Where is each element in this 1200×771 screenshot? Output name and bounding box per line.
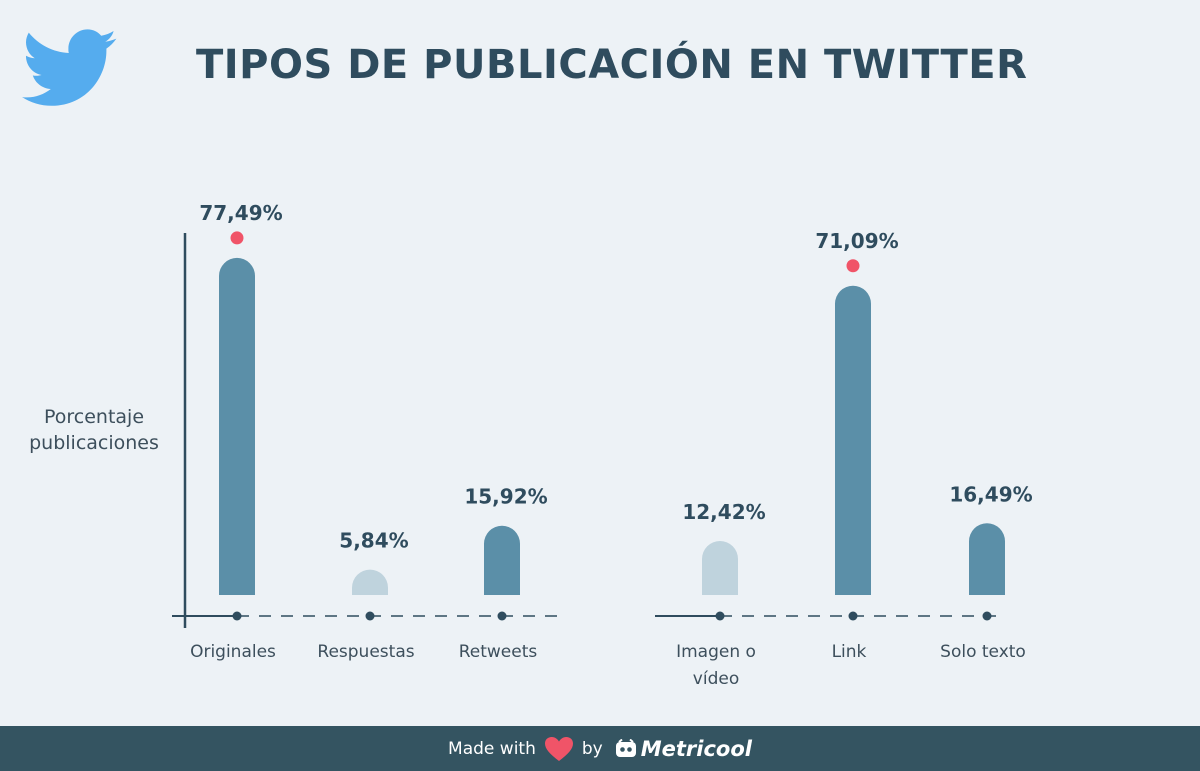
bar-value-label: 5,84% (339, 529, 408, 553)
axis-tick-dot (365, 611, 375, 621)
category-label: Link (832, 642, 867, 662)
made-with-text: Made with (448, 738, 536, 759)
twitter-bird-icon (22, 29, 117, 106)
bar-value-label: 15,92% (464, 485, 547, 509)
bar-value-label: 12,42% (682, 500, 765, 524)
footer-bar: Made with by Metricool (0, 726, 1200, 771)
bar (702, 540, 738, 595)
highlight-dot (230, 231, 244, 245)
y-axis-label-line: publicaciones (29, 432, 159, 454)
category-label: vídeo (693, 669, 739, 689)
bar (352, 569, 388, 595)
axis-tick-dot (497, 611, 507, 621)
axis-tick-dot (848, 611, 858, 621)
y-axis-label-line: Porcentaje (43, 406, 145, 428)
bar-value-label: 16,49% (949, 482, 1032, 506)
category-label: Solo texto (940, 642, 1026, 662)
axis-tick-dot (982, 611, 992, 621)
bar (969, 523, 1005, 595)
bar-value-label: 77,49% (199, 201, 282, 225)
highlight-dot (846, 259, 860, 273)
bar-chart: 77,49% Originales 5,84% Respuestas 15,92% Ret… (172, 201, 1033, 689)
bar (835, 285, 871, 595)
category-label: Originales (190, 642, 276, 662)
bar-value-label: 71,09% (815, 229, 898, 253)
axis-tick-dot (715, 611, 725, 621)
bar (484, 525, 520, 595)
by-text: by (581, 738, 603, 759)
category-label: Respuestas (317, 642, 414, 662)
page-title: TIPOS DE PUBLICACIÓN EN TWITTER (196, 42, 1028, 88)
axis-tick-dot (232, 611, 242, 621)
bar (219, 257, 255, 595)
heart-icon (544, 736, 573, 761)
y-axis-label: Porcentaje publicaciones (14, 404, 174, 456)
category-label: Imagen o (676, 642, 756, 662)
metricool-logo-icon (615, 738, 636, 757)
category-label: Retweets (459, 642, 538, 662)
brand-name: Metricool (640, 736, 752, 761)
